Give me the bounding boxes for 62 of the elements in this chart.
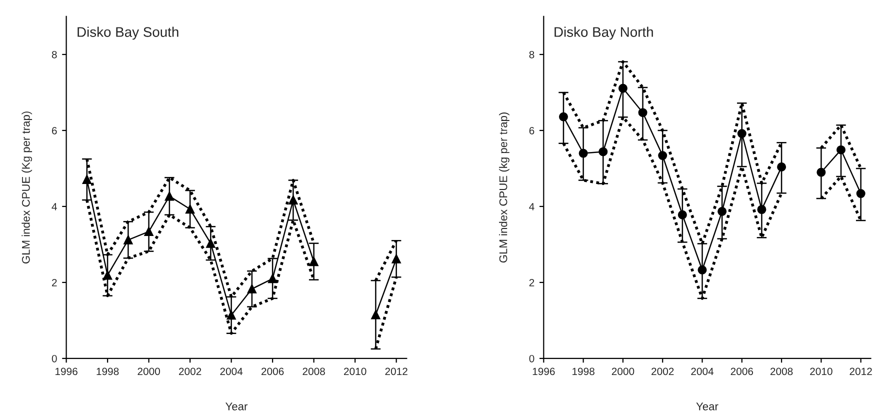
- point: [618, 84, 628, 93]
- x-tick-label: 2006: [262, 368, 284, 376]
- text: Disko Bay North: [554, 26, 653, 40]
- x-tick-label: 2004: [220, 368, 243, 376]
- point: [816, 168, 826, 177]
- x-axis-title: Year: [696, 402, 718, 410]
- y-tick-label: 4: [529, 203, 534, 210]
- x-tick-label: 1996: [532, 368, 555, 376]
- point: [392, 254, 401, 264]
- point: [777, 162, 786, 172]
- point: [247, 284, 256, 294]
- point: [309, 257, 318, 266]
- y-axis-title: GLM index CPUE (kg per trap): [499, 112, 510, 263]
- x-tick-label: 2006: [730, 368, 754, 376]
- point: [678, 210, 687, 220]
- x-axis-title: Year: [225, 402, 248, 410]
- x-tick-label: 2010: [344, 368, 366, 376]
- y-tick-label: 4: [52, 203, 57, 210]
- x-tick-label: 2012: [850, 368, 872, 376]
- x-tick-label: 2008: [302, 368, 325, 376]
- x-tick-label: 2004: [691, 368, 714, 376]
- y-tick-label: 8: [529, 50, 534, 58]
- point: [836, 145, 846, 154]
- point: [578, 148, 588, 158]
- point: [856, 189, 866, 198]
- y-tick-label: 0: [529, 354, 534, 362]
- x-tick-label: 2000: [138, 368, 160, 376]
- point: [698, 265, 707, 274]
- point: [124, 235, 133, 244]
- point: [638, 108, 648, 118]
- point: [598, 147, 608, 156]
- point: [658, 151, 668, 160]
- x-tick-label: 2008: [770, 368, 793, 376]
- y-tick-label: 2: [52, 278, 57, 286]
- x-tick-label: 2002: [652, 368, 674, 376]
- point: [268, 274, 278, 284]
- point: [558, 112, 568, 122]
- x-tick-label: 1998: [96, 368, 119, 376]
- point: [757, 204, 766, 214]
- point: [82, 174, 92, 184]
- text: Disko Bay South: [78, 26, 178, 40]
- point: [164, 192, 174, 201]
- point: [288, 195, 298, 205]
- y-tick-label: 6: [529, 126, 534, 134]
- y-tick-label: 2: [529, 278, 534, 286]
- x-tick-label: 1998: [572, 368, 594, 376]
- y-tick-label: 0: [52, 354, 57, 362]
- x-tick-label: 2010: [810, 368, 832, 376]
- point: [206, 238, 216, 248]
- point: [371, 310, 380, 320]
- point: [737, 128, 746, 138]
- point: [718, 206, 727, 216]
- x-tick-label: 2000: [612, 368, 634, 376]
- y-axis-title: GLM index CPUE (Kg per trap): [22, 112, 32, 264]
- y-tick-label: 6: [52, 126, 57, 134]
- x-tick-label: 2002: [179, 368, 202, 376]
- point: [226, 310, 236, 320]
- x-tick-label: 1996: [56, 368, 78, 376]
- point: [144, 227, 154, 236]
- y-tick-label: 8: [52, 50, 57, 58]
- x-tick-label: 2012: [385, 368, 408, 376]
- point: [186, 204, 195, 214]
